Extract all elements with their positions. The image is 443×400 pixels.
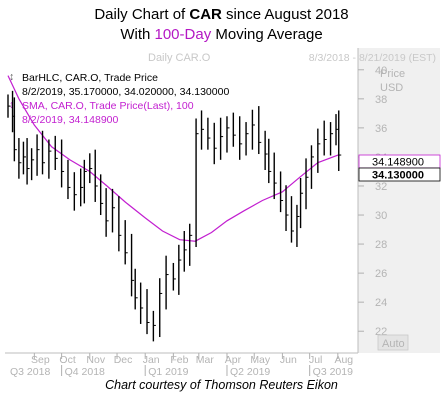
chart-watermark: Daily CAR.O — [148, 52, 211, 64]
currency-label: USD — [380, 82, 403, 94]
quarter-tick-label: Q2 2019 — [230, 366, 270, 378]
chart-title-line-1: Daily Chart of CAR since August 2018 — [0, 5, 443, 24]
quarter-tick-label: Q3 2018 — [10, 366, 50, 378]
x-tick-label: Nov — [86, 354, 105, 366]
x-tick-label: Sep — [31, 354, 50, 366]
chart-credit: Chart courtesy of Thomson Reuters Eikon — [105, 378, 338, 392]
legend-bar-values: 8/2/2019, 35.170000, 34.020000, 34.13000… — [22, 86, 229, 98]
x-tick-label: Oct — [59, 354, 75, 366]
sma-series-icon: ↕ — [9, 99, 14, 111]
title-prefix: Daily Chart of — [94, 6, 190, 23]
legend-bar-series: BarHLC, CAR.O, Trade Price — [22, 72, 158, 84]
legend-sma-series: SMA, CAR.O, Trade Price(Last), 100 — [22, 100, 194, 112]
legend-sma-values: 8/2/2019, 34.148900 — [22, 114, 119, 126]
chart-title-line-2: With 100-Day Moving Average — [0, 25, 443, 44]
sma-value-label: 34.148900 — [372, 157, 424, 169]
y-tick-label: 26 — [375, 268, 387, 280]
x-tick-label: May — [250, 354, 271, 366]
legend: ↕ BarHLC, CAR.O, Trade Price 8/2/2019, 3… — [9, 71, 229, 126]
last-price-label: 34.130000 — [372, 170, 424, 182]
price-axis-panel — [358, 48, 440, 353]
x-tick-label: Mar — [196, 354, 215, 366]
bar-series-icon: ↕ — [9, 71, 14, 83]
y-tick-label: 38 — [375, 94, 387, 106]
auto-scale-button[interactable]: Auto — [377, 334, 409, 351]
price-bars-series — [7, 90, 342, 342]
price-axis-label: Price — [380, 68, 405, 80]
quarter-tick-label: Q1 2019 — [148, 366, 188, 378]
y-tick-label: 30 — [375, 210, 387, 222]
x-tick-label: Jun — [280, 354, 297, 366]
quarter-tick-label: Q4 2018 — [65, 366, 105, 378]
sma-value-tag: 34.148900 — [358, 154, 441, 169]
subtitle-suffix: Moving Average — [211, 26, 323, 43]
y-tick-label: 28 — [375, 239, 387, 251]
x-tick-label: Feb — [170, 354, 188, 366]
quarter-tick-label: Q3 2019 — [313, 366, 353, 378]
x-tick-label: Dec — [114, 354, 133, 366]
subtitle-prefix: With — [120, 26, 155, 43]
auto-scale-label: Auto — [382, 338, 405, 350]
x-tick-label: Jul — [309, 354, 322, 366]
y-tick-label: 32 — [375, 181, 387, 193]
x-tick-label: Apr — [225, 354, 242, 366]
y-tick-label: 24 — [375, 297, 387, 309]
subtitle-highlight: 100-Day — [154, 26, 212, 43]
date-range: 8/3/2018 - 8/21/2019 (EST) — [309, 52, 436, 64]
title-suffix: since August 2018 — [221, 6, 349, 23]
last-price-tag: 34.130000 — [358, 167, 441, 182]
y-tick-label: 36 — [375, 123, 387, 135]
plot-area — [5, 48, 358, 353]
title-ticker: CAR — [189, 6, 222, 23]
x-tick-label: Aug — [334, 354, 353, 366]
x-tick-label: Jan — [143, 354, 160, 366]
y-tick-label: 40 — [375, 65, 387, 77]
